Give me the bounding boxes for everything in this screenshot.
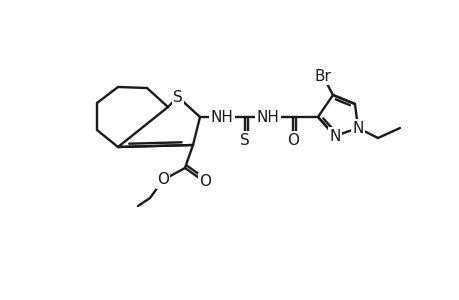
Text: O: O [157,172,168,188]
Text: NH: NH [210,110,233,124]
Text: S: S [240,133,249,148]
Text: N: N [329,128,340,143]
Text: O: O [286,133,298,148]
Text: Br: Br [314,68,331,83]
Text: O: O [199,175,211,190]
Text: N: N [352,121,363,136]
Text: S: S [173,89,183,104]
Text: NH: NH [256,110,279,124]
